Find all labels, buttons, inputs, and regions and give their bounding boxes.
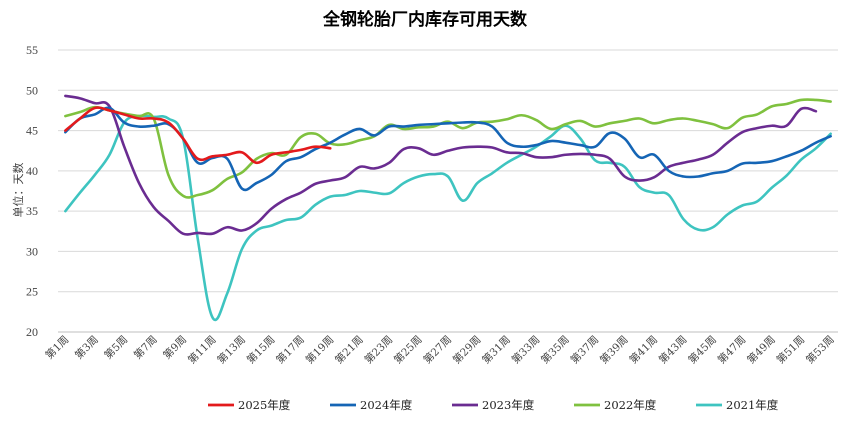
y-tick-label: 20 — [26, 325, 38, 339]
y-tick-label: 30 — [26, 244, 38, 258]
legend-label: 2023年度 — [482, 398, 535, 412]
x-tick-label: 第27周 — [421, 333, 454, 366]
y-tick-label: 55 — [26, 43, 38, 57]
legend-item: 2023年度 — [452, 398, 535, 412]
grid-lines — [58, 49, 838, 293]
legend-item: 2022年度 — [574, 398, 657, 412]
x-tick-label: 第17周 — [273, 333, 306, 366]
x-tick-label: 第3周 — [72, 333, 101, 362]
x-tick-label: 第25周 — [391, 333, 424, 366]
x-tick-label: 第9周 — [160, 333, 189, 362]
x-tick-label: 第19周 — [303, 333, 336, 366]
legend-label: 2024年度 — [360, 398, 413, 412]
x-tick-label: 第15周 — [244, 333, 277, 366]
y-axis-label: 单位：天数 — [11, 163, 25, 218]
legend-item: 2025年度 — [208, 398, 291, 412]
x-axis-ticks: 第1周 第3周 第5周 第7周 第9周第11周第13周第15周第17周第19周第21周第… — [43, 333, 837, 366]
series-line-2023年度 — [64, 94, 818, 236]
x-tick-label: 第43周 — [656, 333, 689, 366]
y-tick-label: 35 — [26, 204, 38, 218]
y-tick-label: 50 — [26, 83, 38, 97]
x-tick-label: 第1周 — [43, 333, 72, 362]
y-tick-label: 25 — [26, 285, 38, 299]
series-line-2021年度 — [64, 114, 832, 322]
y-tick-label: 45 — [26, 124, 38, 138]
x-tick-label: 第29周 — [450, 333, 483, 366]
x-tick-label: 第37周 — [568, 333, 601, 366]
chart-title: 全钢轮胎厂内库存可用天数 — [322, 9, 528, 30]
x-tick-label: 第35周 — [538, 333, 571, 366]
x-tick-label: 第51周 — [774, 333, 807, 366]
x-tick-label: 第13周 — [215, 333, 248, 366]
legend-label: 2021年度 — [726, 398, 779, 412]
legend-label: 2022年度 — [604, 398, 657, 412]
x-tick-label: 第53周 — [803, 333, 836, 366]
series-line-2025年度 — [64, 106, 332, 165]
x-tick-label: 第23周 — [362, 333, 395, 366]
legend-item: 2024年度 — [330, 398, 413, 412]
x-tick-label: 第47周 — [715, 333, 748, 366]
x-tick-label: 第45周 — [686, 333, 719, 366]
legend-item: 2021年度 — [696, 398, 779, 412]
legend: 2025年度 2024年度 2023年度 2022年度 2021年度 — [208, 398, 779, 412]
x-tick-label: 第33周 — [509, 333, 542, 366]
legend-label: 2025年度 — [238, 398, 291, 412]
series-lines — [64, 94, 832, 322]
y-axis-ticks: 20 25 30 35 40 45 50 55 — [26, 43, 38, 339]
x-tick-label: 第21周 — [332, 333, 365, 366]
x-tick-label: 第41周 — [627, 333, 660, 366]
x-tick-label: 第49周 — [744, 333, 777, 366]
x-tick-label: 第11周 — [185, 333, 218, 366]
x-tick-label: 第5周 — [102, 333, 131, 362]
y-tick-label: 40 — [26, 164, 38, 178]
x-tick-label: 第31周 — [479, 333, 512, 366]
x-tick-label: 第7周 — [131, 333, 160, 362]
x-tick-label: 第39周 — [597, 333, 630, 366]
series-line-2022年度 — [64, 98, 832, 199]
series-line-2024年度 — [64, 106, 832, 192]
